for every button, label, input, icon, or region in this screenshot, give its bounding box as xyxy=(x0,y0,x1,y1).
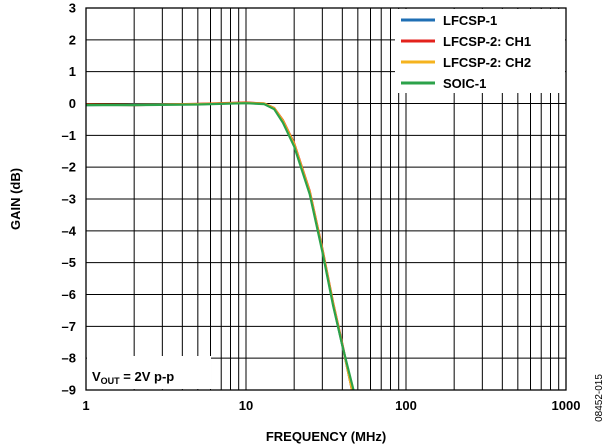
y-tick-label: –9 xyxy=(62,383,76,398)
figure-id: 08452-015 xyxy=(594,374,605,422)
y-tick-label: –7 xyxy=(62,319,76,334)
legend-label: LFCSP-2: CH2 xyxy=(443,55,531,70)
y-tick-label: –5 xyxy=(62,255,76,270)
y-tick-label: 3 xyxy=(69,1,76,16)
svg-text:VOUT = 2V p-p: VOUT = 2V p-p xyxy=(92,369,174,386)
y-tick-label: –1 xyxy=(62,128,76,143)
series-line-2 xyxy=(85,101,354,391)
legend-label: LFCSP-1 xyxy=(443,13,497,28)
y-axis-label: GAIN (dB) xyxy=(8,168,23,230)
series-lines xyxy=(85,101,355,391)
x-tick-label: 100 xyxy=(395,398,417,413)
y-tick-labels: 3 2 1 0 –1 –2 –3 –4 –5 –6 –7 –8 –9 xyxy=(62,1,77,398)
y-tick-label: –8 xyxy=(62,351,76,366)
y-tick-label: –4 xyxy=(62,223,77,238)
grid xyxy=(86,8,566,390)
annotation-box xyxy=(87,356,211,389)
series-line-3 xyxy=(86,101,354,391)
y-tick-label: –6 xyxy=(62,287,76,302)
series-line-4 xyxy=(86,102,355,391)
y-tick-label: –2 xyxy=(62,160,76,175)
x-tick-label: 1 xyxy=(82,398,89,413)
vout-annotation: VOUT = 2V p-p xyxy=(87,356,211,389)
x-tick-label: 10 xyxy=(239,398,253,413)
annotation-subscript: OUT xyxy=(101,376,121,386)
y-tick-label: 0 xyxy=(69,96,76,111)
legend-label: SOIC-1 xyxy=(443,76,486,91)
y-tick-label: 2 xyxy=(69,32,76,47)
legend-box xyxy=(395,9,565,93)
annotation-main: V xyxy=(92,369,101,384)
x-tick-labels: 1 10 100 1000 xyxy=(82,398,580,413)
plot-frame xyxy=(85,7,567,391)
x-tick-label: 1000 xyxy=(552,398,581,413)
series-line-1 xyxy=(85,101,354,391)
annotation-rest: = 2V p-p xyxy=(120,369,175,384)
y-tick-label: –3 xyxy=(62,192,76,207)
legend: LFCSP-1 LFCSP-2: CH1 LFCSP-2: CH2 SOIC-1 xyxy=(395,9,565,93)
y-tick-label: 1 xyxy=(69,64,76,79)
legend-label: LFCSP-2: CH1 xyxy=(443,34,531,49)
x-axis-label: FREQUENCY (MHz) xyxy=(266,429,386,444)
